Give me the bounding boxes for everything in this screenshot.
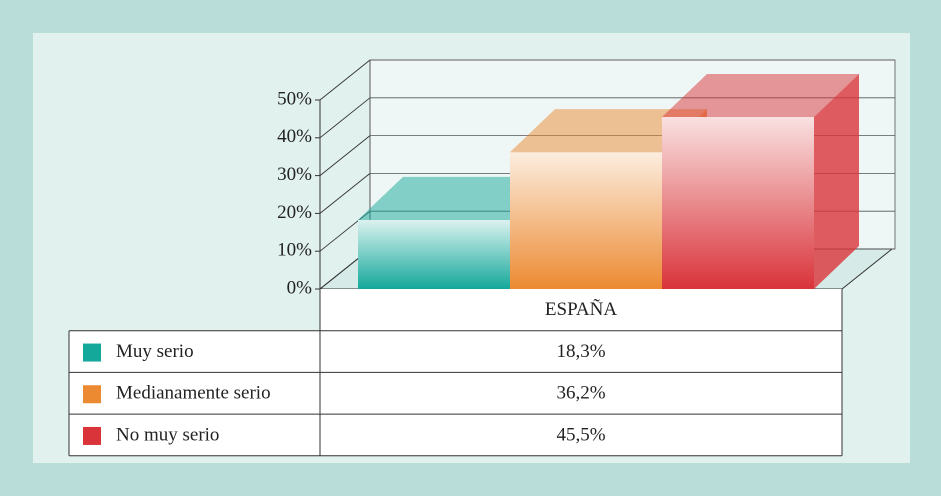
- y-tick-label: 30%: [277, 164, 312, 185]
- y-tick-label: 40%: [277, 126, 312, 147]
- grid-line-diagonal: [319, 173, 371, 214]
- bar-shade: [510, 152, 662, 289]
- table-body: [69, 330, 842, 456]
- legend-label: No muy serio: [116, 424, 219, 445]
- bar-top: [358, 176, 555, 220]
- y-tick-label: 0%: [287, 277, 313, 298]
- grid-line-diagonal: [319, 59, 371, 101]
- legend-swatch: [83, 343, 101, 362]
- legend-swatch: [83, 385, 101, 404]
- bar-shade: [662, 117, 814, 289]
- y-tick-label: 10%: [277, 240, 312, 261]
- grid-line-diagonal: [319, 97, 371, 139]
- legend-label: Medianamente serio: [116, 383, 271, 404]
- bar-top: [510, 109, 707, 153]
- y-tick-label: 50%: [277, 88, 312, 109]
- value-label: 18,3%: [556, 341, 605, 362]
- value-label: 45,5%: [556, 424, 605, 445]
- bar-top: [662, 74, 859, 118]
- side-wall: [320, 60, 370, 289]
- value-label: 36,2%: [556, 383, 605, 404]
- grid-line-diagonal: [319, 135, 371, 176]
- y-tick-label: 20%: [277, 202, 312, 223]
- bar-side: [814, 74, 859, 289]
- legend-label: Muy serio: [116, 341, 194, 362]
- table-header-cell: [320, 289, 842, 331]
- table-header: ESPAÑA: [545, 298, 617, 320]
- legend-swatch: [83, 426, 101, 445]
- bar-shade: [358, 219, 510, 289]
